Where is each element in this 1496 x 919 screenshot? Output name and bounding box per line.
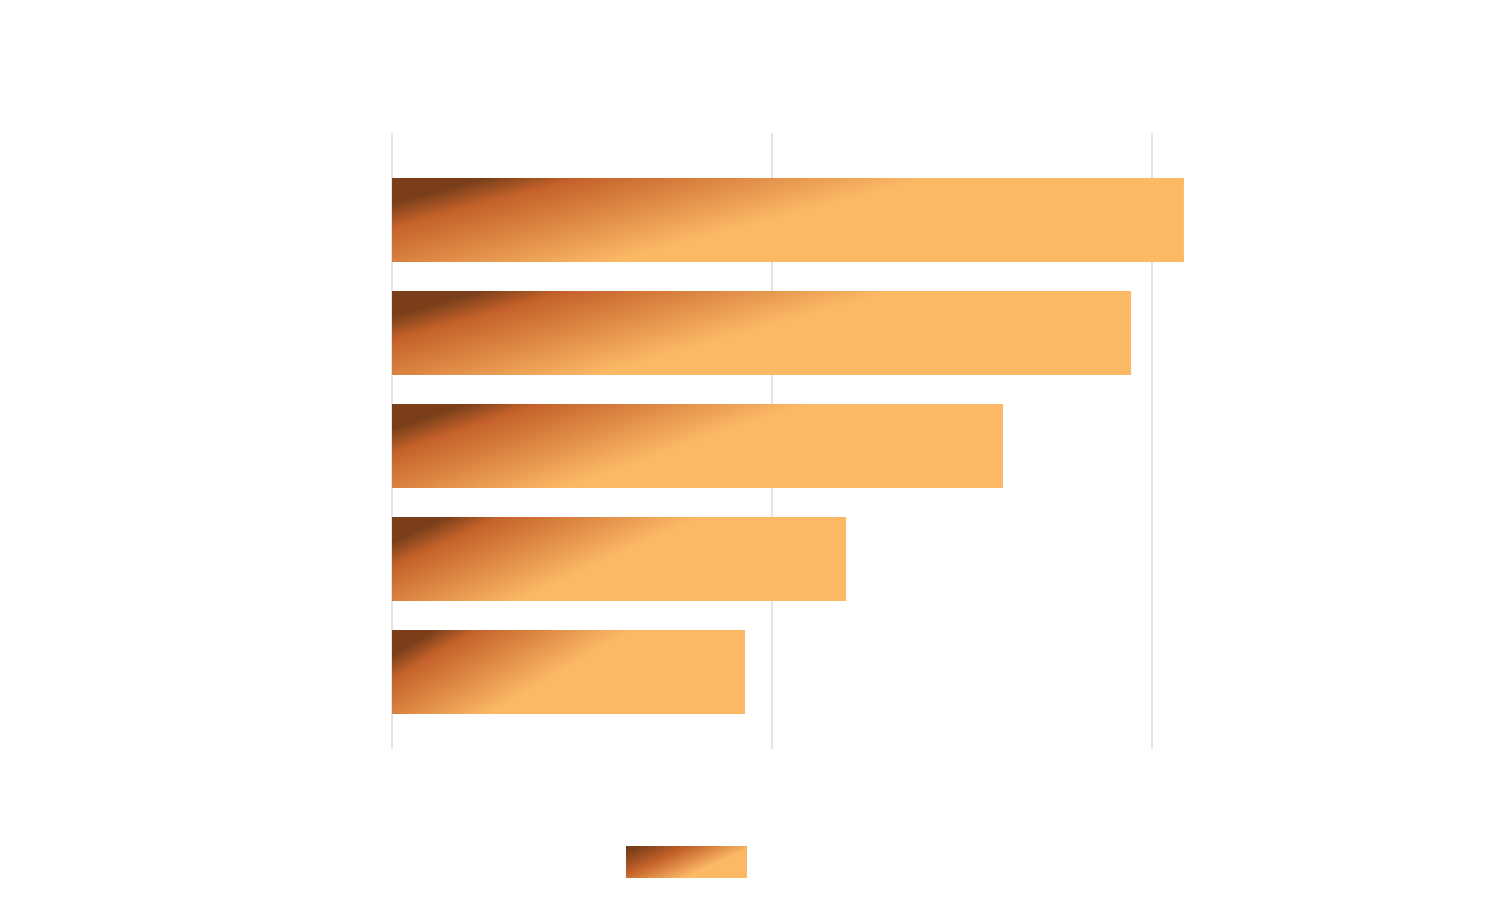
legend-swatch [626,846,747,878]
bars [392,178,1184,714]
bar [392,404,1004,488]
bar [392,630,746,714]
bar [392,291,1132,375]
bar [392,517,847,601]
bar [392,178,1184,262]
